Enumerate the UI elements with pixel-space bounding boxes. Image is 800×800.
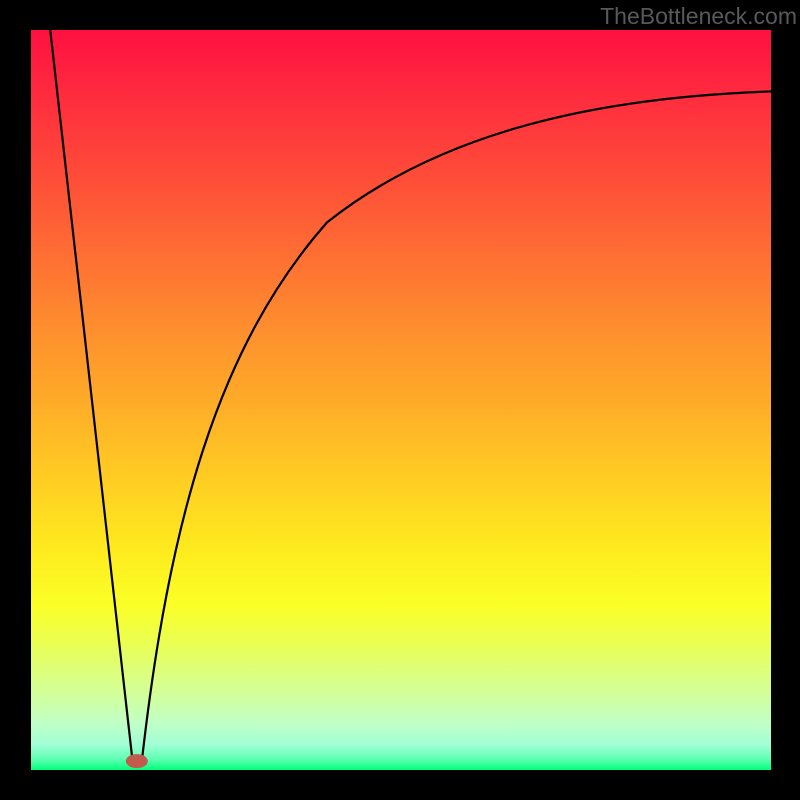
watermark-text: TheBottleneck.com [600, 3, 797, 30]
minimum-marker [126, 754, 148, 768]
curve-line-left [50, 30, 132, 760]
chart-container: TheBottleneck.com [0, 0, 800, 800]
curve-arc-right [142, 91, 771, 759]
plot-area [31, 30, 771, 770]
curves-overlay [31, 30, 771, 770]
